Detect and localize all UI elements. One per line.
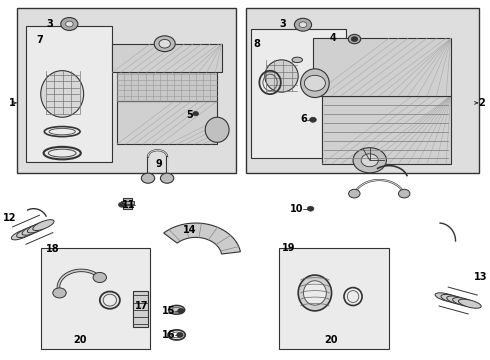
- Circle shape: [176, 332, 183, 337]
- Ellipse shape: [169, 305, 185, 314]
- Ellipse shape: [33, 220, 54, 230]
- Circle shape: [193, 112, 198, 116]
- Text: 13: 13: [474, 272, 487, 282]
- Ellipse shape: [205, 117, 229, 142]
- Text: 20: 20: [73, 334, 87, 345]
- Ellipse shape: [17, 227, 38, 238]
- Ellipse shape: [172, 307, 181, 312]
- Circle shape: [93, 273, 106, 283]
- Ellipse shape: [298, 275, 332, 311]
- Text: 8: 8: [253, 39, 260, 49]
- Text: 19: 19: [282, 243, 295, 253]
- Text: 9: 9: [155, 159, 162, 169]
- Ellipse shape: [303, 281, 326, 305]
- Circle shape: [353, 148, 387, 173]
- Bar: [117, 101, 217, 144]
- Circle shape: [160, 173, 174, 183]
- Bar: [313, 39, 451, 96]
- Text: 16: 16: [162, 330, 175, 340]
- Circle shape: [66, 21, 73, 27]
- Bar: [322, 96, 451, 164]
- Circle shape: [304, 75, 325, 91]
- Ellipse shape: [441, 294, 464, 303]
- Bar: [41, 248, 150, 348]
- Circle shape: [61, 18, 78, 31]
- Text: 5: 5: [187, 111, 194, 121]
- Circle shape: [299, 22, 307, 28]
- Circle shape: [361, 154, 378, 167]
- Ellipse shape: [265, 60, 298, 92]
- Bar: [246, 8, 479, 173]
- Text: 18: 18: [46, 244, 59, 254]
- Circle shape: [177, 309, 184, 314]
- Bar: [133, 291, 148, 327]
- Text: 4: 4: [330, 33, 336, 43]
- Ellipse shape: [292, 57, 302, 63]
- Circle shape: [398, 189, 410, 198]
- Text: 15: 15: [162, 306, 175, 316]
- Ellipse shape: [447, 296, 469, 305]
- Text: 20: 20: [324, 334, 338, 345]
- Text: 7: 7: [36, 35, 43, 45]
- Text: 10: 10: [290, 204, 303, 214]
- Text: 1: 1: [9, 98, 16, 108]
- Polygon shape: [164, 223, 241, 254]
- Circle shape: [351, 37, 358, 41]
- Text: 3: 3: [46, 19, 52, 29]
- Ellipse shape: [22, 224, 43, 235]
- Bar: [26, 26, 112, 162]
- Bar: [250, 30, 346, 158]
- Circle shape: [53, 288, 66, 298]
- Bar: [121, 201, 134, 204]
- Bar: [123, 198, 132, 210]
- Circle shape: [154, 36, 175, 51]
- Ellipse shape: [459, 299, 481, 308]
- Text: 3: 3: [279, 19, 286, 29]
- Ellipse shape: [435, 293, 458, 302]
- Text: 6: 6: [300, 114, 307, 124]
- Bar: [112, 44, 222, 72]
- Bar: [17, 8, 236, 173]
- Circle shape: [141, 173, 155, 183]
- Circle shape: [119, 202, 125, 207]
- Bar: [279, 248, 389, 348]
- Text: 11: 11: [122, 200, 135, 210]
- Circle shape: [348, 189, 360, 198]
- Text: 12: 12: [2, 213, 16, 222]
- Circle shape: [348, 35, 361, 44]
- Circle shape: [159, 40, 171, 48]
- Text: 17: 17: [135, 301, 148, 311]
- Ellipse shape: [300, 69, 329, 98]
- Text: 14: 14: [183, 225, 196, 235]
- Ellipse shape: [27, 222, 49, 233]
- Circle shape: [352, 37, 357, 41]
- Circle shape: [307, 206, 314, 211]
- Circle shape: [310, 117, 317, 122]
- Circle shape: [294, 18, 312, 31]
- Bar: [117, 72, 217, 101]
- Text: 2: 2: [478, 98, 485, 108]
- Ellipse shape: [41, 71, 84, 117]
- Ellipse shape: [453, 298, 475, 307]
- Ellipse shape: [11, 229, 33, 240]
